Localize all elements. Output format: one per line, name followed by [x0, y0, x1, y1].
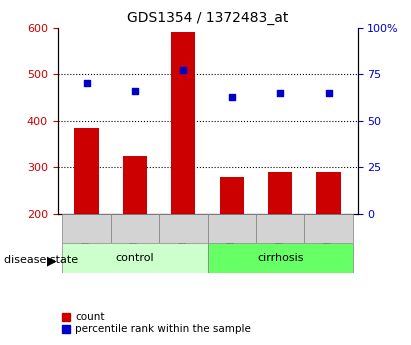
- Text: control: control: [115, 253, 154, 263]
- Point: [277, 90, 284, 96]
- Bar: [159, 214, 208, 243]
- Point: [132, 88, 138, 94]
- Bar: [62, 214, 111, 243]
- Legend: count, percentile rank within the sample: count, percentile rank within the sample: [63, 312, 251, 334]
- Bar: [256, 214, 304, 243]
- Point: [180, 68, 187, 73]
- Bar: [111, 214, 159, 243]
- Bar: [171, 32, 196, 214]
- Bar: [304, 214, 353, 243]
- Title: GDS1354 / 1372483_at: GDS1354 / 1372483_at: [127, 11, 288, 25]
- Bar: [208, 243, 353, 273]
- Bar: [74, 128, 99, 214]
- Bar: [62, 243, 208, 273]
- Point: [325, 90, 332, 96]
- Bar: [316, 172, 341, 214]
- Text: disease state: disease state: [4, 256, 78, 265]
- Bar: [268, 172, 292, 214]
- Bar: [123, 156, 147, 214]
- Bar: [208, 214, 256, 243]
- Point: [229, 94, 235, 99]
- Bar: [219, 177, 244, 214]
- Text: cirrhosis: cirrhosis: [257, 253, 303, 263]
- Point: [83, 81, 90, 86]
- Text: ▶: ▶: [47, 254, 57, 267]
